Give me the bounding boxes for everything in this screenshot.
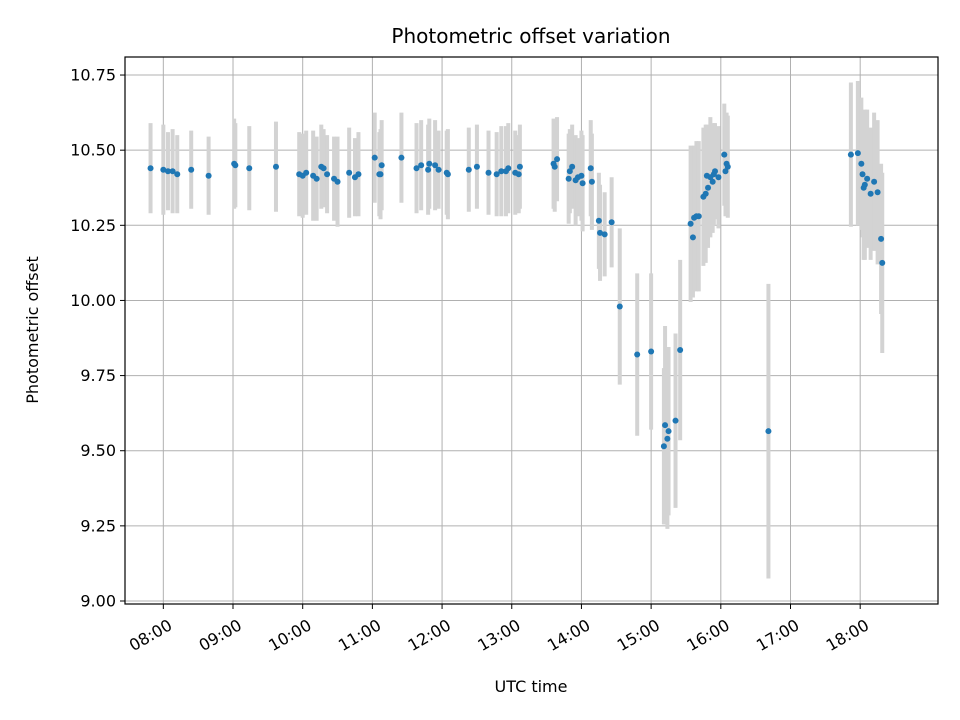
y-tick-label: 10.75 bbox=[70, 66, 116, 85]
data-point bbox=[724, 163, 731, 170]
data-point bbox=[425, 166, 432, 173]
data-point bbox=[709, 178, 716, 185]
data-point bbox=[689, 234, 696, 241]
data-point bbox=[702, 190, 709, 197]
chart-title: Photometric offset variation bbox=[391, 24, 670, 48]
data-point bbox=[578, 172, 585, 179]
data-point bbox=[871, 178, 878, 185]
data-point bbox=[677, 347, 684, 354]
y-tick-label: 9.50 bbox=[80, 441, 116, 460]
data-points bbox=[147, 150, 886, 450]
plot-frame bbox=[124, 56, 939, 605]
data-point bbox=[672, 417, 679, 424]
y-axis-label: Photometric offset bbox=[23, 256, 42, 404]
data-point bbox=[712, 168, 719, 175]
y-tick-label: 10.00 bbox=[70, 291, 116, 310]
data-point bbox=[878, 235, 885, 242]
data-point bbox=[601, 231, 608, 238]
data-point bbox=[859, 171, 866, 178]
y-tick-label: 9.25 bbox=[80, 516, 116, 535]
data-point bbox=[721, 151, 728, 158]
data-point bbox=[426, 160, 433, 167]
data-point bbox=[874, 189, 881, 196]
data-point bbox=[715, 174, 722, 181]
data-point bbox=[847, 151, 854, 158]
data-point bbox=[565, 175, 572, 182]
y-tick-label: 10.50 bbox=[70, 141, 116, 160]
data-point bbox=[160, 166, 167, 173]
y-axis-ticks: 9.00 9.25 9.50 9.75 10.00 10.25 10.50 10.75 bbox=[70, 66, 125, 610]
data-point bbox=[377, 171, 384, 178]
data-point bbox=[147, 165, 154, 172]
data-point bbox=[505, 165, 512, 172]
data-point bbox=[435, 166, 442, 173]
data-point bbox=[664, 435, 671, 442]
y-tick-label: 9.75 bbox=[80, 366, 116, 385]
data-point bbox=[765, 428, 772, 435]
data-point bbox=[498, 168, 505, 175]
data-point bbox=[579, 180, 586, 187]
data-point bbox=[473, 163, 480, 170]
data-point bbox=[465, 166, 472, 173]
data-point bbox=[551, 163, 558, 170]
data-point bbox=[324, 171, 331, 178]
data-point bbox=[634, 351, 641, 358]
data-point bbox=[169, 168, 176, 175]
data-point bbox=[205, 172, 212, 179]
data-point bbox=[346, 169, 353, 176]
data-point bbox=[413, 165, 420, 172]
data-point bbox=[493, 171, 500, 178]
data-point bbox=[608, 219, 615, 226]
data-point bbox=[334, 178, 341, 185]
data-point bbox=[246, 165, 253, 172]
y-tick-label: 9.00 bbox=[80, 591, 116, 610]
data-point bbox=[854, 150, 861, 157]
data-point bbox=[232, 162, 239, 169]
data-point bbox=[616, 303, 623, 310]
data-point bbox=[569, 163, 576, 170]
data-point bbox=[398, 154, 405, 161]
data-point bbox=[695, 213, 702, 220]
data-point bbox=[174, 171, 181, 178]
data-point bbox=[687, 220, 694, 227]
data-point bbox=[648, 348, 655, 355]
data-point bbox=[485, 169, 492, 176]
data-point bbox=[418, 162, 425, 169]
data-point bbox=[320, 165, 327, 172]
data-point bbox=[662, 422, 669, 429]
data-point bbox=[378, 162, 385, 169]
data-point bbox=[444, 171, 451, 178]
data-point bbox=[355, 171, 362, 178]
data-point bbox=[705, 184, 712, 191]
data-point bbox=[587, 165, 594, 172]
data-point bbox=[660, 443, 667, 450]
data-point bbox=[566, 168, 573, 175]
data-point bbox=[597, 229, 604, 236]
data-point bbox=[867, 190, 874, 197]
data-point bbox=[432, 162, 439, 169]
data-point bbox=[879, 259, 886, 266]
data-point bbox=[722, 168, 729, 175]
data-point bbox=[665, 428, 672, 435]
y-tick-label: 10.25 bbox=[70, 216, 116, 235]
data-point bbox=[858, 160, 865, 167]
data-point bbox=[861, 181, 868, 188]
data-point bbox=[515, 171, 522, 178]
data-point bbox=[272, 163, 279, 170]
data-point bbox=[588, 178, 595, 185]
data-point bbox=[164, 168, 171, 175]
data-point bbox=[554, 156, 561, 163]
data-point bbox=[371, 154, 378, 161]
data-point bbox=[595, 217, 602, 224]
data-point bbox=[188, 166, 195, 173]
data-point bbox=[864, 175, 871, 182]
data-point bbox=[303, 169, 310, 176]
data-point bbox=[516, 163, 523, 170]
data-point bbox=[313, 175, 320, 182]
x-axis-label: UTC time bbox=[495, 677, 568, 696]
